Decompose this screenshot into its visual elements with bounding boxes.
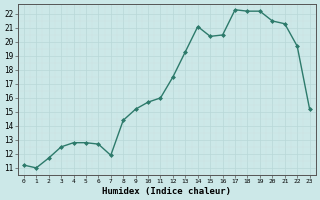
- X-axis label: Humidex (Indice chaleur): Humidex (Indice chaleur): [102, 187, 231, 196]
